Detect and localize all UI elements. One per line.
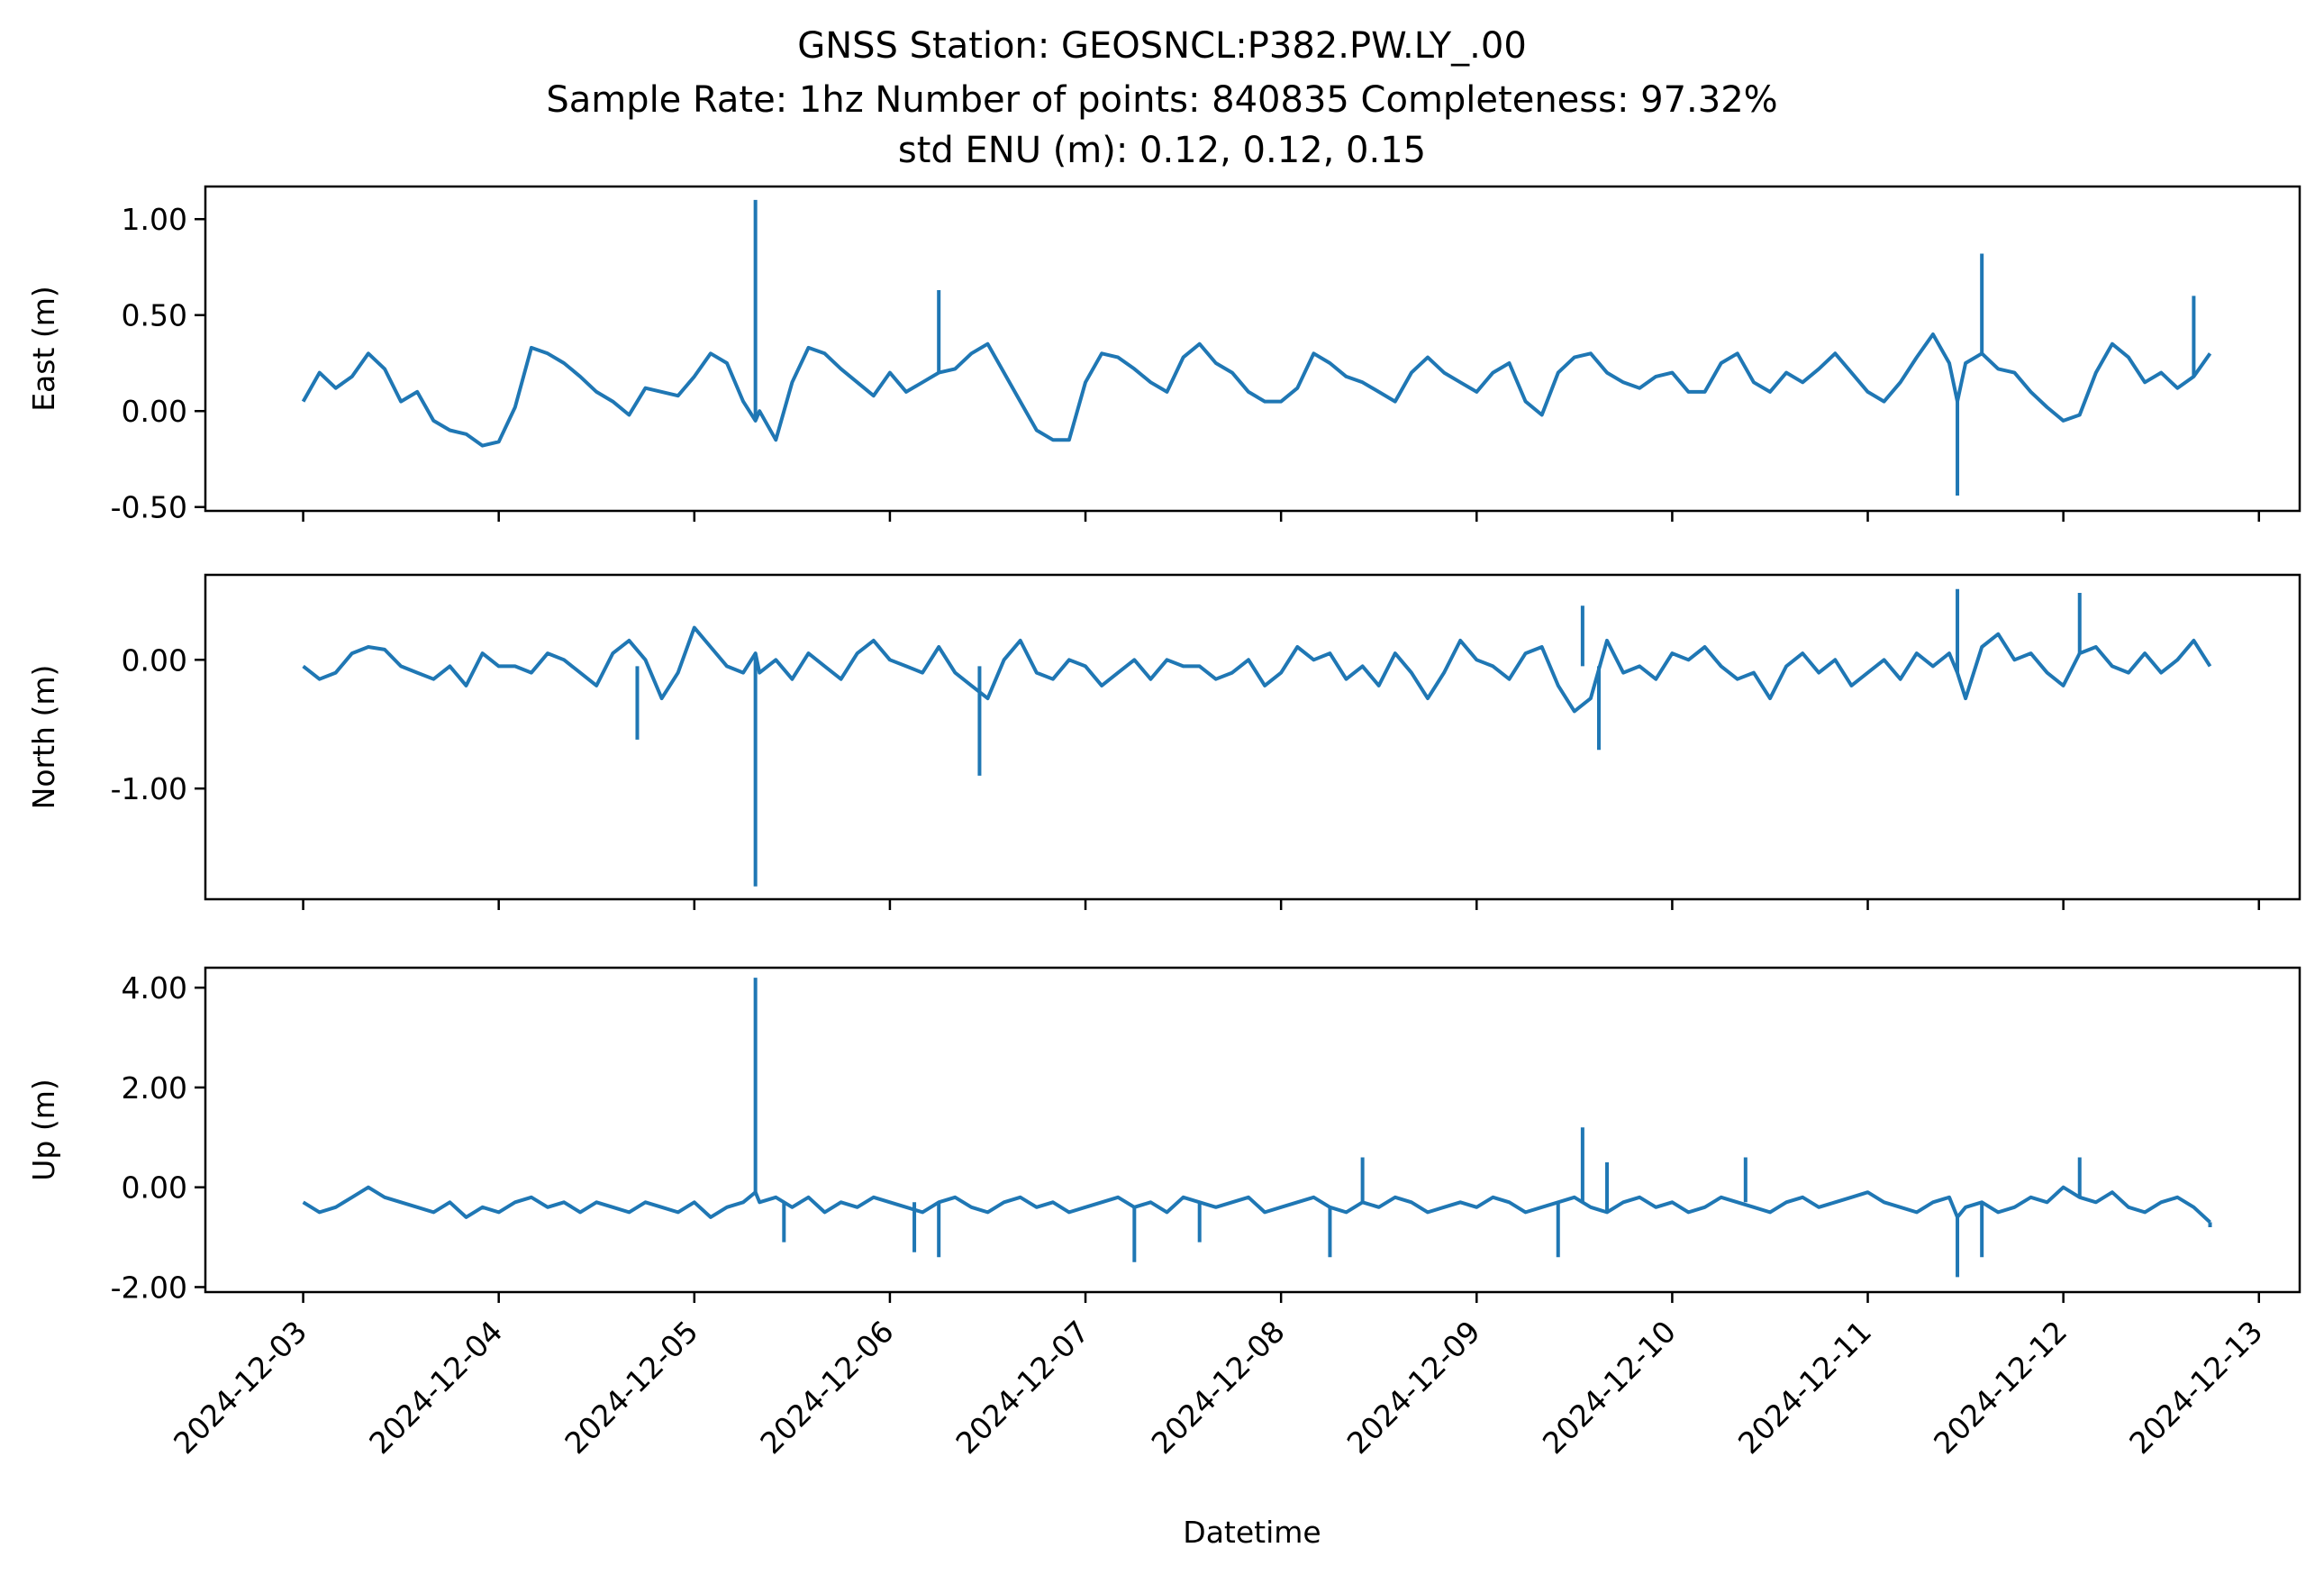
panel-north: North (m) 0.00 -1.00 xyxy=(26,573,2301,910)
series-line xyxy=(302,1185,2211,1224)
xlabel: Datetime xyxy=(1183,1515,1321,1550)
ytick-label: 1.00 xyxy=(122,202,187,237)
title-line-station: GNSS Station: GEOSNCL:P382.PW.LY_.00 xyxy=(797,25,1527,67)
ytick-label: 0.00 xyxy=(122,642,187,678)
ytick-label: 2.00 xyxy=(122,1070,187,1106)
ytick-label: 0.00 xyxy=(122,1170,187,1206)
ytick-label: 0.00 xyxy=(122,394,187,429)
title-line-std-enu: std ENU (m): 0.12, 0.12, 0.15 xyxy=(898,130,1426,171)
panel-east: East (m) 1.00 0.50 0.00 -0.50 xyxy=(26,185,2301,525)
series-line xyxy=(302,625,2212,714)
ytick-label: -1.00 xyxy=(111,771,187,806)
ytick-label: -0.50 xyxy=(111,490,187,525)
panel-north-frame xyxy=(204,573,2301,901)
ytick-label: 4.00 xyxy=(122,970,187,1006)
ytick-label: 0.50 xyxy=(122,298,187,333)
ylabel-north: North (m) xyxy=(26,665,61,810)
series-line xyxy=(301,332,2212,448)
ylabel-east: East (m) xyxy=(26,286,61,412)
title-line-sampling: Sample Rate: 1hz Number of points: 84083… xyxy=(546,79,1777,121)
panel-up: Up (m) 4.00 2.00 0.00 -2.00 xyxy=(26,966,2301,1305)
ytick-label: -2.00 xyxy=(111,1270,187,1305)
panel-up-frame xyxy=(204,966,2301,1294)
panel-east-frame xyxy=(204,185,2301,513)
figure-title: GNSS Station: GEOSNCL:P382.PW.LY_.00 Sam… xyxy=(546,25,1777,171)
ylabel-up: Up (m) xyxy=(26,1079,61,1181)
